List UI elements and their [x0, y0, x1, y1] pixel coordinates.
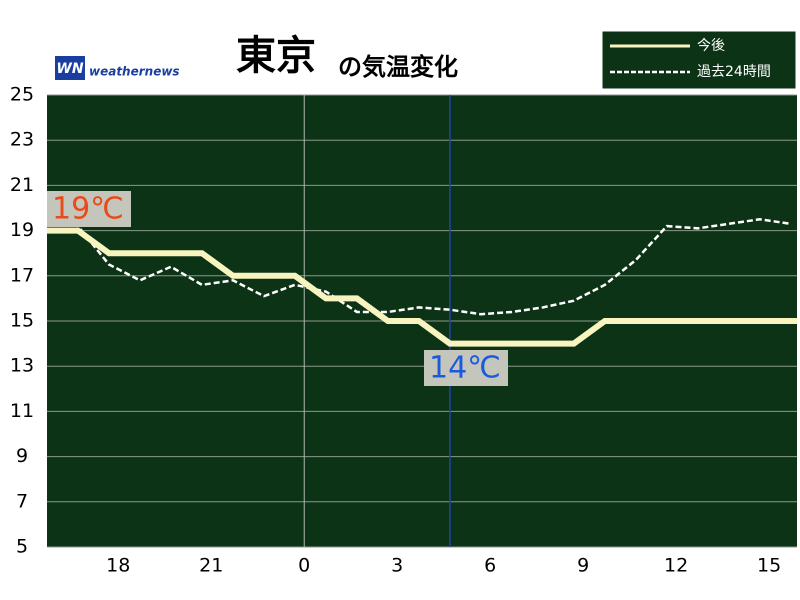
y-tick-label: 21 — [10, 174, 34, 196]
x-tick-label: 21 — [199, 555, 223, 577]
legend-label: 今後 — [697, 38, 725, 54]
y-tick-label: 13 — [10, 355, 34, 377]
annotation: 19℃ — [52, 192, 124, 227]
brand: weathernews — [89, 65, 180, 79]
annotation-box — [424, 350, 508, 386]
y-tick-label: 25 — [10, 84, 34, 106]
x-tick-label: 9 — [577, 555, 589, 577]
y-tick-label: 11 — [10, 400, 34, 422]
x-tick-label: 6 — [484, 555, 496, 577]
y-tick-label: 19 — [10, 219, 34, 241]
chart-title: 東京 — [236, 33, 316, 79]
y-tick-label: 7 — [16, 490, 28, 512]
logo-mark: WN — [56, 61, 83, 77]
chart-subtitle: の気温変化 — [338, 53, 458, 81]
series-line — [47, 227, 797, 347]
annotation: 14℃ — [429, 351, 501, 386]
x-tick-label: 3 — [391, 555, 403, 577]
y-tick-label: 23 — [10, 129, 34, 151]
annotation-box — [47, 191, 131, 227]
series-line — [46, 215, 791, 316]
y-tick-label: 9 — [16, 445, 28, 467]
x-tick-label: 12 — [664, 555, 688, 577]
legend-label: 過去24時間 — [697, 64, 771, 80]
y-tick-label: 17 — [10, 264, 34, 286]
x-tick-label: 15 — [757, 555, 781, 577]
y-tick-label: 5 — [16, 536, 28, 558]
logo: WN weathernews — [55, 56, 180, 80]
legend-box — [601, 30, 797, 90]
x-tick-label: 0 — [298, 555, 310, 577]
logo-box — [55, 56, 85, 80]
y-tick-label: 15 — [10, 310, 34, 332]
x-tick-label: 18 — [106, 555, 130, 577]
